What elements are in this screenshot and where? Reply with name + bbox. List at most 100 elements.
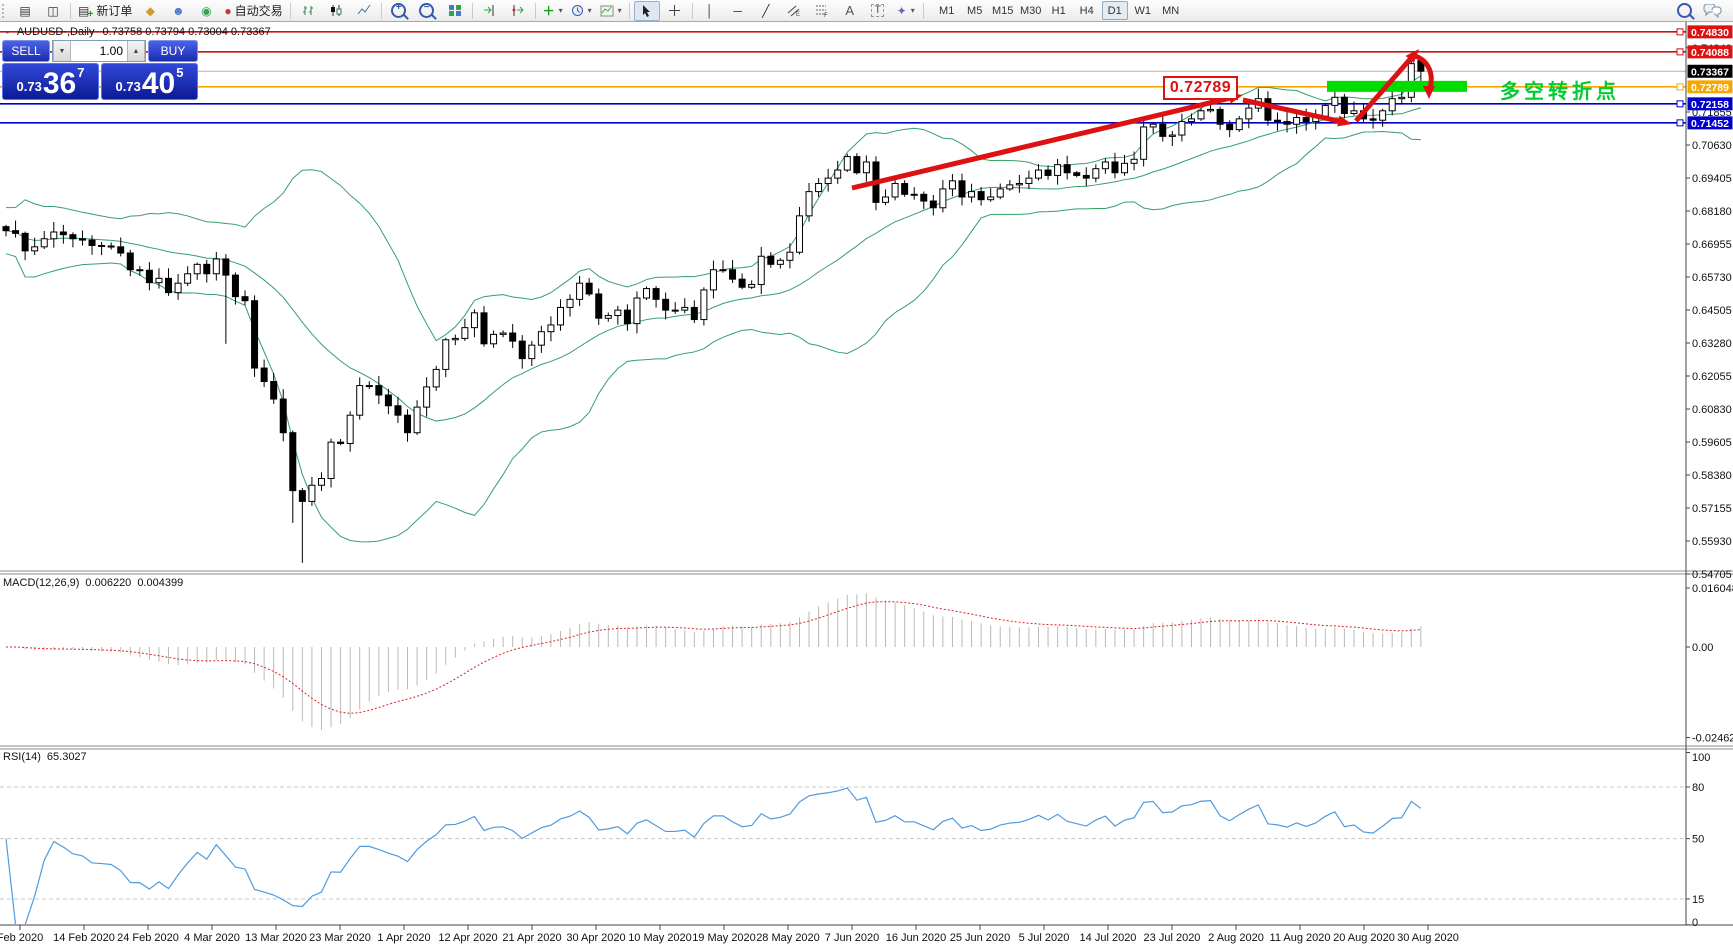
svg-text:0.74830: 0.74830 — [1691, 27, 1729, 39]
profiles-icon: ◫ — [47, 3, 59, 18]
new-order-label: 新订单 — [96, 4, 133, 18]
svg-text:20 Aug 2020: 20 Aug 2020 — [1333, 932, 1395, 944]
signals-button[interactable]: ◉ — [193, 1, 219, 21]
text-label-button[interactable]: T — [865, 1, 891, 21]
chat-button[interactable] — [1699, 1, 1725, 21]
price-level-labels: 0.74830 0.74088 0.73367 0.72789 0.72158 0.714… — [1676, 25, 1733, 130]
trendline-button[interactable]: ╱ — [753, 1, 779, 21]
new-order-button[interactable]: ▤ + 新订单 — [75, 1, 135, 21]
chart-shift-icon — [512, 5, 524, 16]
cursor-button[interactable] — [633, 0, 660, 21]
svg-text:12 Apr 2020: 12 Apr 2020 — [438, 932, 497, 944]
periods-button[interactable]: ▾ — [568, 1, 595, 21]
horizontal-line-button[interactable]: ─ — [725, 1, 751, 21]
community-button[interactable]: ☻ — [165, 1, 191, 21]
svg-text:23 Jul 2020: 23 Jul 2020 — [1144, 932, 1201, 944]
chart-symbol-icon: ▪ — [6, 27, 9, 37]
auto-scroll-button[interactable] — [477, 1, 503, 21]
text-button[interactable]: A — [837, 1, 863, 21]
svg-text:0.63280: 0.63280 — [1692, 338, 1732, 350]
timeframe-d1[interactable]: D1 — [1101, 1, 1128, 20]
fibonacci-button[interactable]: F — [809, 1, 835, 21]
crosshair-icon — [669, 5, 681, 16]
timeframe-h4[interactable]: H4 — [1079, 4, 1094, 17]
text-icon: A — [845, 3, 855, 18]
zoom-in-button[interactable]: + — [386, 1, 412, 21]
svg-text:E: E — [796, 12, 800, 17]
indicators-button[interactable]: ＋ ▾ — [540, 1, 566, 21]
sell-button[interactable]: SELL — [2, 40, 50, 62]
line-chart-button[interactable] — [351, 1, 377, 21]
chevron-down-icon: ▾ — [617, 6, 622, 15]
chart-shift-button[interactable] — [505, 1, 531, 21]
svg-text:19 May 2020: 19 May 2020 — [692, 932, 756, 944]
sell-price-display[interactable]: 0.73 36 7 — [2, 63, 99, 100]
candlestick-chart-button[interactable] — [323, 1, 349, 21]
metaeditor-icon: ◆ — [145, 3, 155, 18]
svg-text:0.59605: 0.59605 — [1692, 437, 1732, 449]
pivot-price-annotation[interactable]: 0.72789 — [1163, 76, 1238, 100]
timeframe-m15[interactable]: M15 — [991, 4, 1014, 17]
svg-text:0.71452: 0.71452 — [1691, 118, 1729, 130]
new-chart-button[interactable]: ▤ — [12, 1, 38, 21]
new-chart-icon: ▤ — [19, 3, 31, 18]
one-click-trading-panel: SELL ▼ ▲ BUY 0.73 36 7 0.73 40 5 — [2, 40, 198, 100]
rsi-name: RSI(14) — [3, 751, 41, 763]
tile-windows-button[interactable] — [442, 1, 468, 21]
metaeditor-button[interactable]: ◆ — [137, 1, 163, 21]
trend-arrows — [851, 49, 1435, 191]
svg-text:28 May 2020: 28 May 2020 — [756, 932, 820, 944]
chevron-down-icon: ▾ — [587, 6, 592, 15]
community-icon: ☻ — [172, 3, 185, 18]
timeframe-h1[interactable]: H1 — [1051, 4, 1066, 17]
svg-text:14 Jul 2020: 14 Jul 2020 — [1080, 932, 1137, 944]
arrows-button[interactable]: ✦ ▾ — [893, 1, 919, 21]
svg-text:14 Feb 2020: 14 Feb 2020 — [53, 932, 115, 944]
svg-text:23 Mar 2020: 23 Mar 2020 — [309, 932, 371, 944]
svg-text:0.69405: 0.69405 — [1692, 173, 1732, 185]
chart-ohlc-values: 0.73758 0.73794 0.73004 0.73367 — [102, 26, 271, 38]
timeframe-m1[interactable]: M1 — [939, 4, 955, 17]
templates-button[interactable]: ▾ — [597, 1, 625, 21]
svg-text:10 May 2020: 10 May 2020 — [628, 932, 692, 944]
text-label-icon: T — [871, 4, 885, 17]
timeframe-w1[interactable]: W1 — [1134, 4, 1151, 17]
autotrading-button[interactable]: ● 自动交易 — [221, 1, 285, 21]
svg-text:-0.024625: -0.024625 — [1692, 733, 1733, 745]
channel-button[interactable]: E — [781, 1, 807, 21]
volume-input[interactable] — [71, 41, 127, 61]
svg-text:0.55930: 0.55930 — [1692, 536, 1732, 548]
svg-text:100: 100 — [1692, 752, 1710, 764]
auto-scroll-icon — [484, 5, 494, 16]
profiles-button[interactable]: ◫ — [40, 1, 66, 21]
buy-button[interactable]: BUY — [148, 40, 198, 62]
sell-price-big: 36 — [42, 67, 77, 100]
macd-indicator-label: MACD(12,26,9) 0.006220 0.004399 — [3, 577, 183, 589]
macd-name: MACD(12,26,9) — [3, 577, 80, 589]
macd-value-signal: 0.004399 — [137, 577, 184, 589]
timeframe-m30[interactable]: M30 — [1019, 4, 1042, 17]
bar-chart-icon — [302, 6, 313, 15]
fibonacci-icon: F — [815, 5, 828, 17]
volume-increase-button[interactable]: ▲ — [127, 41, 145, 61]
panel-frames — [0, 22, 1733, 926]
buy-price-pip: 5 — [176, 65, 184, 80]
pivot-note-annotation[interactable]: 多空转折点 — [1500, 81, 1620, 103]
bar-chart-button[interactable] — [295, 1, 321, 21]
buy-price-display[interactable]: 0.73 40 5 — [101, 63, 198, 100]
svg-text:11 Aug 2020: 11 Aug 2020 — [1270, 932, 1331, 944]
svg-text:0.66955: 0.66955 — [1692, 239, 1732, 251]
volume-decrease-button[interactable]: ▼ — [53, 41, 71, 61]
svg-text:1 Apr 2020: 1 Apr 2020 — [377, 932, 430, 944]
pivot-zone-rect — [1327, 80, 1467, 92]
timeframe-m5[interactable]: M5 — [967, 4, 983, 17]
timeframe-mn[interactable]: MN — [1162, 4, 1180, 17]
svg-text:0.57155: 0.57155 — [1692, 503, 1732, 515]
zoom-out-button[interactable]: − — [414, 1, 440, 21]
vertical-line-button[interactable]: │ — [697, 1, 723, 21]
toolbar-separator — [691, 2, 693, 19]
crosshair-button[interactable] — [662, 1, 688, 21]
candlesticks — [2, 59, 1425, 563]
search-button[interactable] — [1671, 1, 1697, 21]
